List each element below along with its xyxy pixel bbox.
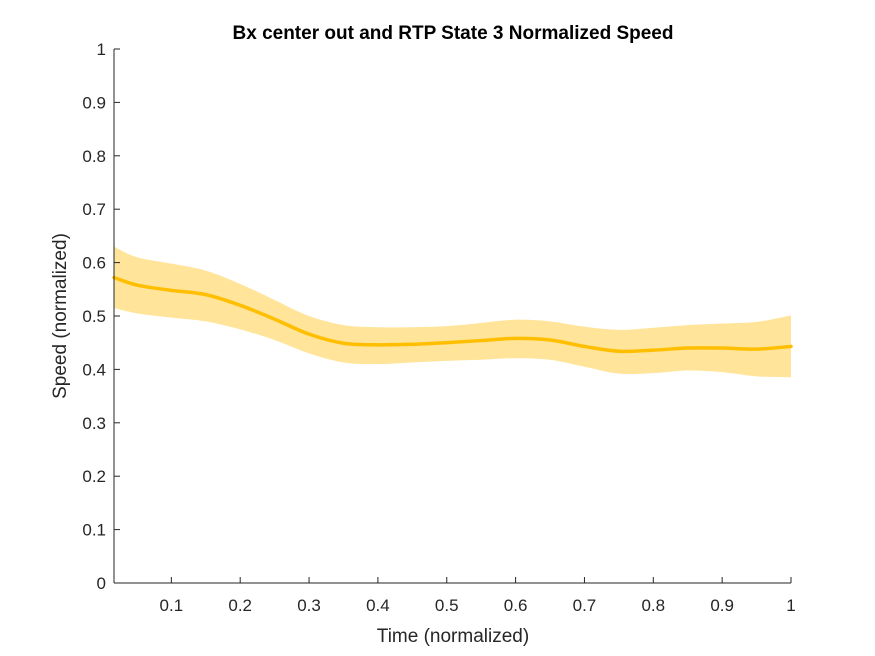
x-axis-label: Time (normalized)	[377, 626, 529, 647]
y-tick-label: 0.1	[82, 521, 106, 540]
y-tick-label: 0.9	[82, 93, 106, 112]
x-tick-label: 0.6	[504, 596, 528, 615]
y-tick-label: 0.8	[82, 147, 106, 166]
x-tick-label: 0.4	[366, 596, 390, 615]
x-tick-label: 0.2	[228, 596, 252, 615]
chart-title: Bx center out and RTP State 3 Normalized…	[233, 23, 674, 44]
y-tick-label: 0.5	[82, 307, 106, 326]
y-tick-label: 0.3	[82, 414, 106, 433]
x-tick-label: 1	[786, 596, 795, 615]
plot-area	[112, 246, 793, 378]
y-tick-label: 0	[97, 574, 106, 593]
x-tick-label: 0.3	[297, 596, 321, 615]
x-tick-label: 0.5	[435, 596, 459, 615]
y-tick-label: 0.7	[82, 200, 106, 219]
x-tick-label: 0.7	[573, 596, 597, 615]
x-tick-label: 0.9	[710, 596, 734, 615]
y-axis-label: Speed (normalized)	[50, 233, 71, 399]
x-tick-label: 0.8	[641, 596, 665, 615]
y-tick-label: 0.4	[82, 360, 106, 379]
y-tick-label: 0.6	[82, 254, 106, 273]
x-tick-label: 0.1	[160, 596, 184, 615]
confidence-band	[114, 246, 791, 378]
mean-speed-line	[112, 275, 793, 354]
axes: 0 0.1 0.2 0.3 0.4 0.5 0.6 0.7 0.8 0.9 1 0.1 0.2 0.3 0.…	[82, 40, 795, 615]
y-tick-label: 0.2	[82, 467, 106, 486]
y-tick-label: 1	[97, 40, 106, 59]
